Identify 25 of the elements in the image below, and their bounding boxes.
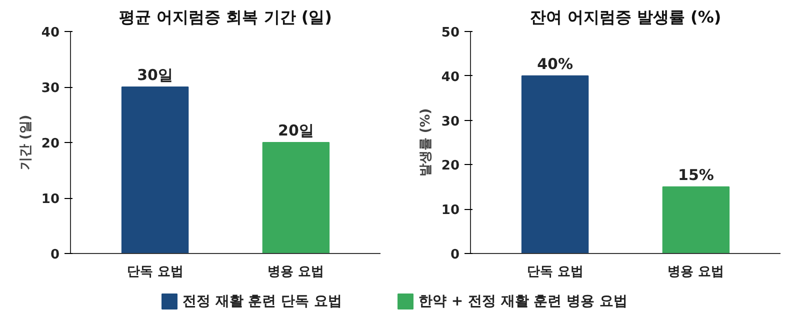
x-tick-label: 단독 요법 xyxy=(526,264,584,280)
data-label: 40% xyxy=(537,54,573,73)
x-tick-label: 단독 요법 xyxy=(126,264,184,280)
legend-label: 전정 재활 훈련 단독 요법 xyxy=(182,294,342,310)
y-axis-title: 발생률 (%) xyxy=(418,108,434,177)
data-label: 15% xyxy=(678,166,714,184)
y-tick-label: 40 xyxy=(41,26,60,40)
chart-title: 평균 어지럼증 회복 기간 (일) xyxy=(119,8,332,26)
legend-label: 한약 + 전정 재활 훈련 병용 요법 xyxy=(418,294,628,310)
y-tick-label: 10 xyxy=(441,203,460,218)
y-tick-label: 20 xyxy=(441,158,460,174)
data-label: 20일 xyxy=(278,122,314,140)
y-tick-label: 30 xyxy=(41,81,60,96)
y-tick-label: 10 xyxy=(41,192,60,207)
y-tick-label: 0 xyxy=(450,248,460,262)
y-tick-label: 20 xyxy=(41,136,60,152)
y-tick-label: 30 xyxy=(441,114,460,130)
x-tick-label: 병용 요법 xyxy=(668,264,724,280)
y-tick-label: 0 xyxy=(50,248,60,262)
y-tick-label: 40 xyxy=(441,70,460,85)
chart-title: 잔여 어지럼증 발생률 (%) xyxy=(530,8,722,26)
y-axis-title: 기간 (일) xyxy=(18,114,34,170)
data-label: 30일 xyxy=(137,66,173,84)
y-tick-label: 50 xyxy=(441,26,460,40)
x-tick-label: 병용 요법 xyxy=(268,264,324,280)
